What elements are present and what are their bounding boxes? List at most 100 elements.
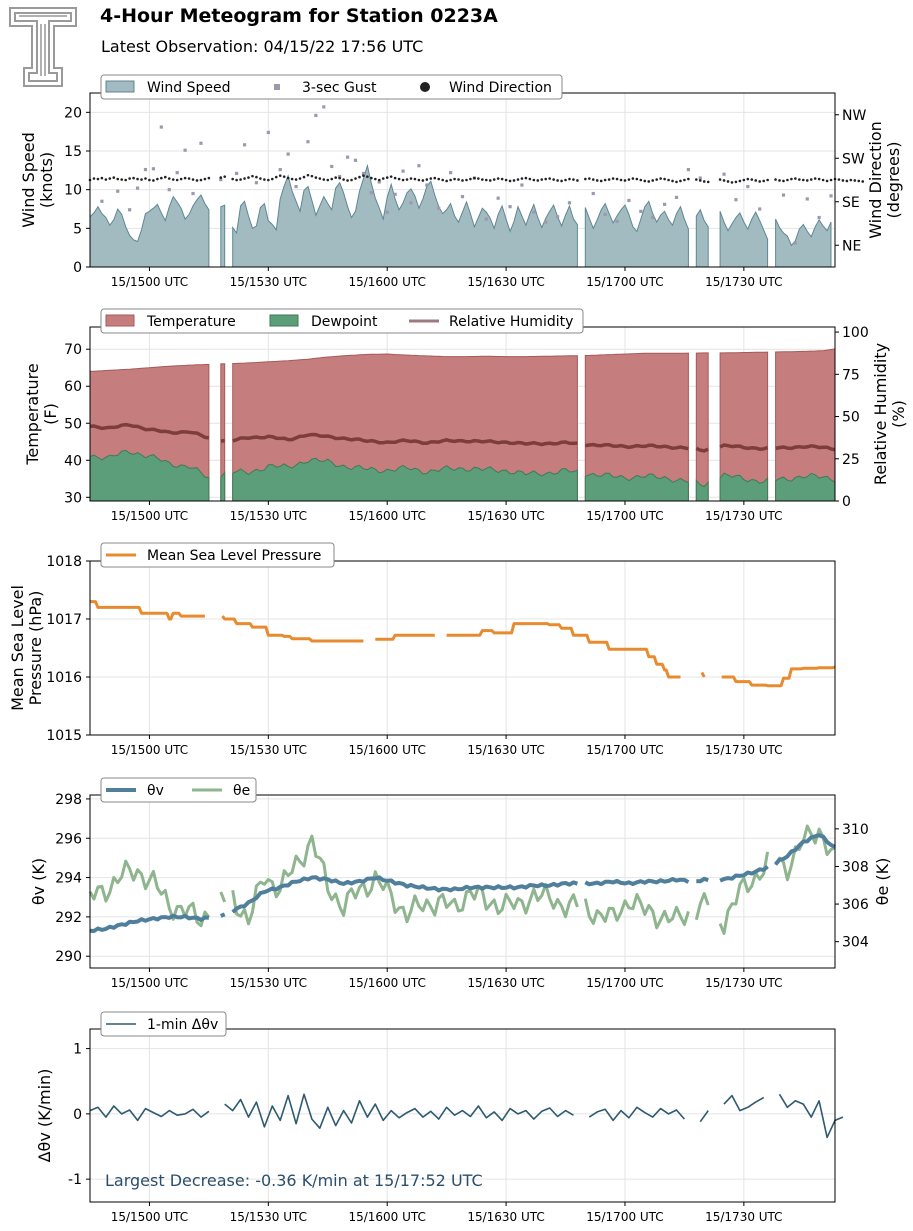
y-tick-label: 298 [55, 792, 82, 808]
gust-point [544, 220, 548, 224]
direction-point [465, 178, 468, 182]
y-tick-label: 5 [73, 221, 82, 237]
x-tick-label: 15/1600 UTC [348, 1210, 425, 1224]
x-tick-label: 15/1730 UTC [705, 976, 782, 990]
direction-point [437, 177, 441, 181]
legend-label: θv [147, 783, 164, 799]
gust-point [508, 205, 512, 209]
y2-tick-label: 75 [842, 367, 860, 383]
direction-point [298, 177, 302, 180]
direction-point [659, 177, 662, 180]
latest-observation: Latest Observation: 04/15/22 17:56 UTC [101, 37, 424, 56]
direction-point [140, 178, 143, 181]
temperature-area [695, 352, 709, 502]
direction-point [219, 176, 223, 179]
gust-point [484, 217, 488, 221]
gust-point [425, 183, 429, 187]
direction-point [441, 178, 444, 182]
y2-tick-label: 25 [842, 452, 860, 468]
direction-point [572, 178, 575, 181]
legend-swatch [274, 84, 280, 90]
pressure-line [221, 615, 364, 643]
x-tick-label: 15/1530 UTC [230, 1210, 307, 1224]
direction-point [152, 179, 155, 182]
direction-point [453, 177, 456, 181]
direction-point [746, 177, 750, 181]
direction-point [627, 178, 631, 181]
direction-point [207, 176, 211, 180]
direction-point [124, 178, 127, 182]
direction-point [477, 177, 480, 180]
theta-v-line [696, 876, 709, 884]
theta-e-line [694, 892, 710, 921]
direction-point [564, 178, 567, 182]
direction-point [576, 179, 579, 182]
direction-point [203, 177, 207, 181]
university-logo [8, 6, 78, 92]
pressure-line [721, 665, 836, 688]
legend-box [100, 542, 335, 568]
legend-label: Temperature [146, 314, 236, 330]
panel-dtheta: -1 0 1 15/1500 UTC 15/1530 UTC 15/1600 UTC 15/… [35, 1011, 844, 1224]
dewpoint-area [775, 472, 836, 502]
direction-point [199, 178, 203, 182]
gust-point [151, 167, 156, 171]
direction-point [532, 178, 536, 182]
direction-point [338, 176, 341, 180]
direction-point [310, 174, 314, 178]
direction-point [734, 180, 738, 184]
direction-point [108, 177, 112, 180]
legend-item: θv [106, 783, 164, 799]
direction-point [481, 178, 484, 181]
dewpoint-area [584, 472, 689, 502]
theta-e-line [774, 824, 836, 882]
direction-point [405, 178, 409, 181]
rh-line [220, 438, 225, 443]
direction-point [112, 176, 116, 179]
rh-line [89, 422, 210, 440]
y-tick-label: 0 [73, 260, 82, 276]
rh-line [775, 444, 836, 452]
y-tick-label: 20 [64, 105, 82, 121]
axis-label: Relative Humidity(%) [871, 343, 908, 485]
direction-point [366, 175, 369, 178]
direction-point [92, 177, 96, 180]
gust-point [345, 155, 350, 159]
axis-label: Δθv (K/min) [35, 1069, 54, 1163]
direction-point [259, 177, 262, 180]
direction-point [635, 177, 639, 181]
direction-point [251, 174, 254, 178]
rh-line [232, 432, 578, 447]
x-tick-label: 15/1730 UTC [705, 743, 782, 757]
gust-point [639, 209, 643, 213]
gust-point [385, 210, 389, 214]
direction-point [825, 179, 829, 183]
direction-point [239, 178, 242, 181]
direction-point [243, 177, 246, 180]
rh-line [585, 442, 689, 451]
direction-point [255, 175, 258, 179]
direction-point [544, 177, 548, 181]
x-tick-label: 15/1500 UTC [111, 976, 188, 990]
direction-point [750, 178, 754, 181]
direction-point [786, 178, 789, 182]
direction-point [615, 177, 619, 181]
direction-point [679, 179, 682, 183]
legend-item: 1-min Δθv [106, 1017, 218, 1033]
y2-tick-label: 100 [842, 325, 869, 341]
direction-point [556, 179, 559, 182]
direction-point [778, 179, 781, 182]
y-tick-label: 292 [55, 910, 82, 926]
gust-point [417, 164, 421, 168]
y-tick-label: 30 [64, 490, 82, 506]
direction-point [611, 177, 615, 180]
direction-point [235, 178, 238, 182]
direction-point [813, 177, 817, 180]
y-tick-label: -1 [68, 1172, 82, 1188]
legend-swatch [105, 314, 135, 327]
direction-point [116, 177, 120, 181]
theta-e-line [88, 859, 211, 928]
y-tick-label: 296 [55, 831, 82, 847]
direction-point [631, 177, 635, 180]
direction-point [603, 178, 607, 182]
